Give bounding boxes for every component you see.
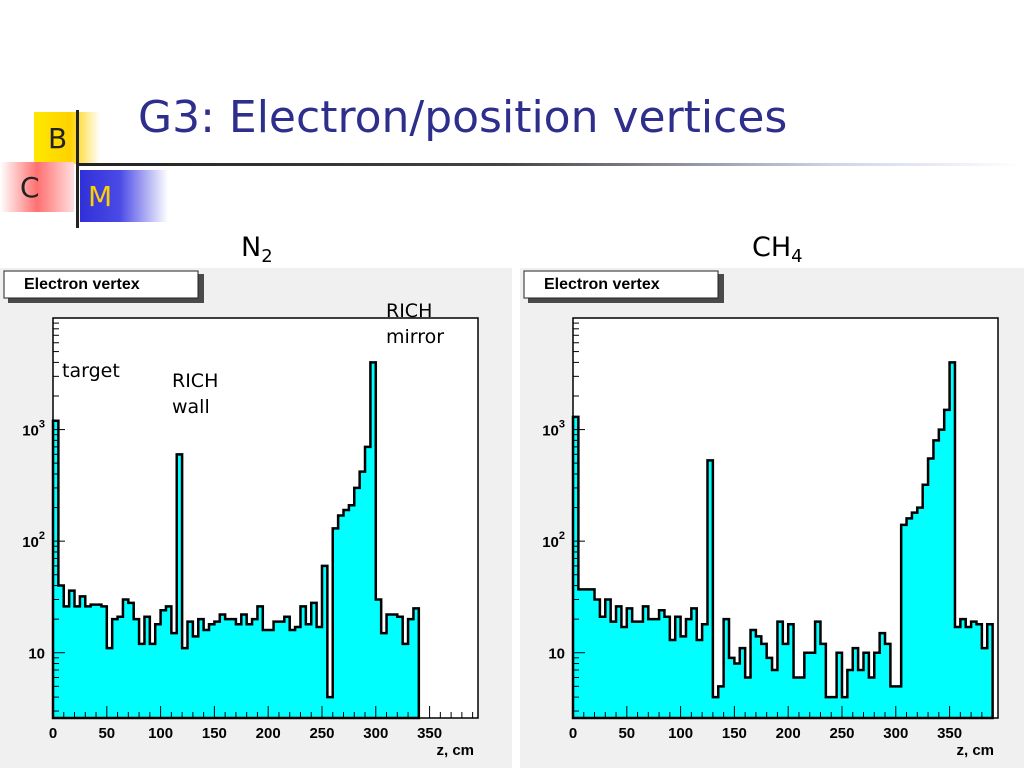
x-tick-label: 100 xyxy=(148,725,173,742)
x-tick-label: 150 xyxy=(722,725,747,742)
annotation-line: RICH xyxy=(386,300,433,322)
x-tick-label: 250 xyxy=(309,725,334,742)
x-tick-label: 200 xyxy=(776,725,801,742)
x-tick-label: 200 xyxy=(256,725,281,742)
logo-vertical-line xyxy=(76,110,79,228)
y-tick-base: 10 xyxy=(542,423,559,440)
x-tick-label: 150 xyxy=(202,725,227,742)
y-tick-label: 10 xyxy=(28,646,45,663)
gas-label-ch4: CH4 xyxy=(752,232,803,267)
logo-m-letter: M xyxy=(88,179,113,213)
gas-label-subscript: 2 xyxy=(261,246,273,267)
gas-label-base: N xyxy=(241,232,262,263)
y-tick-label: 103 xyxy=(22,419,45,440)
histogram-series xyxy=(571,361,994,720)
annotation-line: wall xyxy=(172,396,210,418)
x-tick-label: 350 xyxy=(937,725,962,742)
logo-b: B xyxy=(34,112,100,164)
annotation-line: RICH xyxy=(172,370,219,392)
y-tick-base: 10 xyxy=(22,423,39,440)
plot-frame xyxy=(52,317,479,719)
logo-m: M xyxy=(80,170,168,222)
gas-label-subscript: 4 xyxy=(791,246,803,267)
y-tick-exponent: 3 xyxy=(559,419,565,431)
x-tick-label: 350 xyxy=(417,725,442,742)
logo-b-letter: B xyxy=(48,121,68,155)
gas-label-base: CH xyxy=(752,232,792,263)
title-underline xyxy=(78,163,1024,166)
x-axis-label: z, cm xyxy=(436,742,474,759)
title-box xyxy=(523,270,719,299)
chart-title: Electron vertex xyxy=(544,276,660,293)
x-tick-label: 250 xyxy=(829,725,854,742)
annotation-rich-mirror: RICH mirror xyxy=(386,298,444,350)
logo-c-letter: C xyxy=(20,170,40,204)
plot-frame xyxy=(572,317,999,719)
logo-c: C xyxy=(0,162,74,212)
histogram-series xyxy=(51,361,421,720)
y-tick-exponent: 2 xyxy=(559,530,565,542)
slide-title: G3: Electron/position vertices xyxy=(138,92,788,143)
annotation-target: target xyxy=(62,358,120,384)
x-tick-label: 0 xyxy=(569,725,577,742)
y-tick-base: 10 xyxy=(548,646,565,663)
y-tick-exponent: 3 xyxy=(39,419,45,431)
y-tick-label: 102 xyxy=(22,530,45,551)
x-tick-label: 100 xyxy=(668,725,693,742)
title-box xyxy=(3,270,199,299)
annotation-rich-wall: RICH wall xyxy=(172,368,218,420)
x-tick-label: 300 xyxy=(883,725,908,742)
annotation-line: mirror xyxy=(386,326,445,348)
x-tick-label: 300 xyxy=(363,725,388,742)
y-tick-label: 10 xyxy=(548,646,565,663)
x-tick-label: 50 xyxy=(98,725,115,742)
y-tick-label: 102 xyxy=(542,530,565,551)
x-axis-label: z, cm xyxy=(956,742,994,759)
x-tick-label: 50 xyxy=(618,725,635,742)
y-tick-label: 103 xyxy=(542,419,565,440)
y-tick-exponent: 2 xyxy=(39,530,45,542)
y-tick-base: 10 xyxy=(22,534,39,551)
gas-label-n2: N2 xyxy=(241,232,273,267)
y-tick-base: 10 xyxy=(28,646,45,663)
annotation-target-text: target xyxy=(62,360,120,382)
x-tick-label: 0 xyxy=(49,725,57,742)
y-tick-base: 10 xyxy=(542,534,559,551)
chart-title: Electron vertex xyxy=(24,276,140,293)
